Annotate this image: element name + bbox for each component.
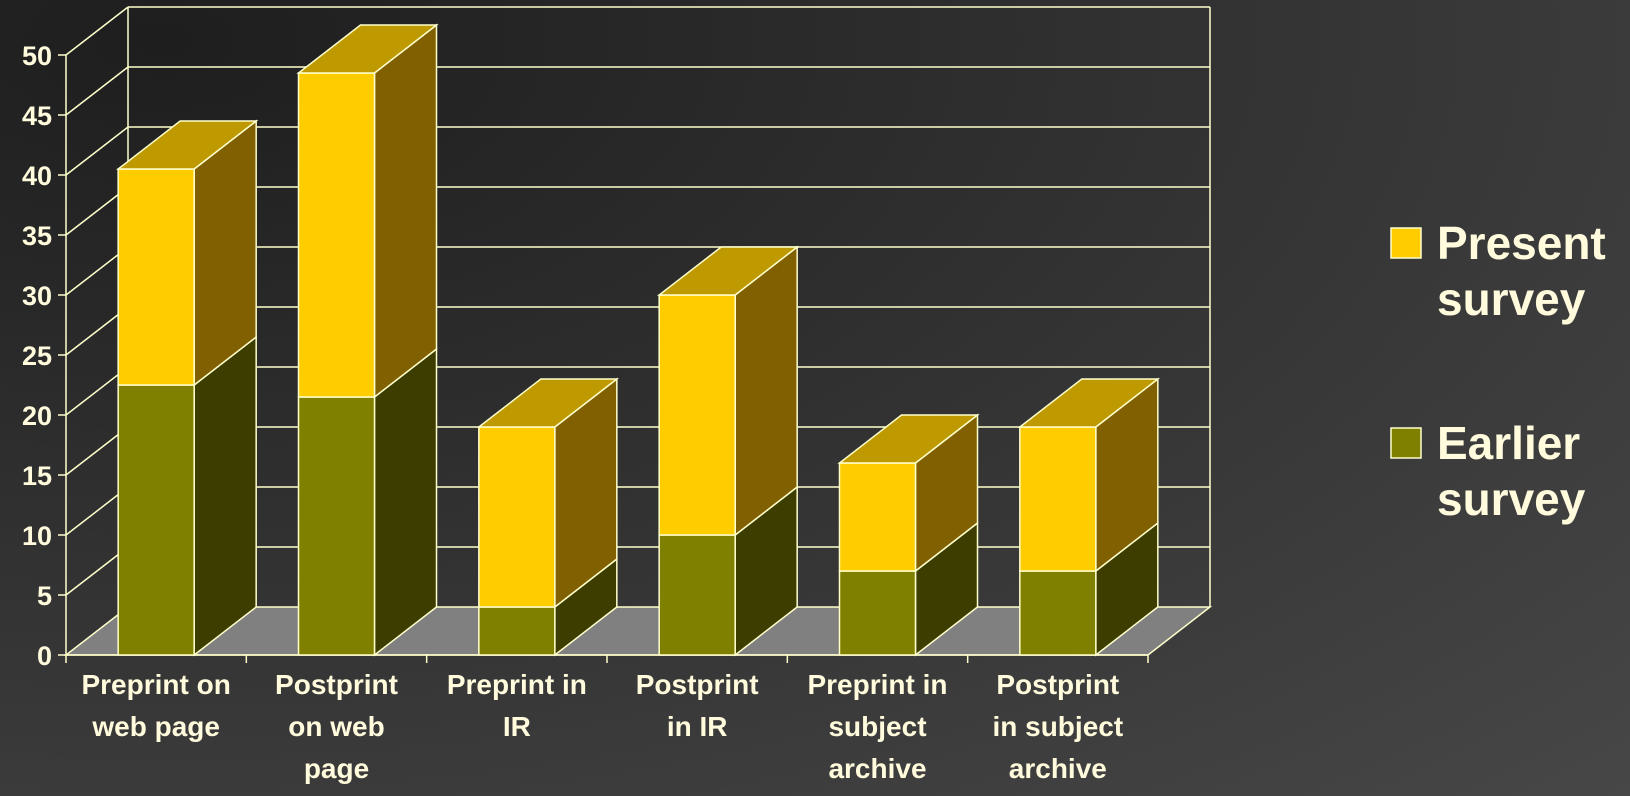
legend-label-line: survey bbox=[1437, 473, 1586, 525]
x-category-label-line: IR bbox=[503, 711, 531, 742]
y-tick-label: 40 bbox=[22, 161, 52, 191]
bar-segment-present bbox=[117, 168, 195, 386]
bar-group bbox=[476, 377, 620, 657]
bar-top bbox=[476, 378, 620, 428]
x-category-label-line: Postprint bbox=[996, 669, 1119, 700]
bar-group bbox=[656, 245, 800, 657]
x-category-label: Preprint in subject archive bbox=[807, 669, 947, 784]
x-category-label: Postprint in IR bbox=[636, 669, 759, 742]
y-tick-label: 30 bbox=[22, 281, 52, 311]
y-axis-ticks: 0 5 10 15 20 25 30 35 40 45 50 bbox=[22, 41, 52, 671]
legend-label-line: survey bbox=[1437, 273, 1586, 325]
bar-group bbox=[115, 119, 259, 657]
bar-side-earlier bbox=[193, 335, 257, 657]
bar-segment-earlier bbox=[1019, 570, 1097, 656]
x-category-label-line: in IR bbox=[667, 711, 728, 742]
bar-side-earlier bbox=[373, 347, 438, 657]
y-tick-label: 20 bbox=[22, 401, 52, 431]
x-category-label-line: on web bbox=[288, 711, 384, 742]
y-tick-label: 50 bbox=[22, 41, 52, 71]
legend-item: Earlier survey bbox=[1390, 417, 1586, 525]
side-gridline bbox=[65, 6, 129, 56]
x-category-label-line: in subject bbox=[992, 711, 1123, 742]
y-tick-label: 5 bbox=[37, 581, 52, 611]
legend-swatch bbox=[1390, 427, 1422, 459]
x-category-label-line: Postprint bbox=[275, 669, 398, 700]
legend-label-line: Present bbox=[1437, 217, 1606, 269]
legend-swatch bbox=[1390, 227, 1422, 259]
x-axis-labels: Preprint on web page Postprint on web page Pr… bbox=[81, 669, 1123, 784]
bar-segment-earlier bbox=[117, 384, 195, 656]
y-tick-label: 0 bbox=[37, 641, 52, 671]
x-category-label-line: archive bbox=[1009, 753, 1107, 784]
bar-segment-earlier bbox=[478, 606, 556, 656]
bar-segment-earlier bbox=[838, 570, 917, 656]
bar-segment-earlier bbox=[658, 534, 736, 656]
x-category-label: Preprint on web page bbox=[81, 669, 230, 742]
bar-top bbox=[837, 414, 980, 464]
x-category-label-line: Preprint in bbox=[807, 669, 947, 700]
bar-top bbox=[656, 246, 800, 296]
y-tick-label: 15 bbox=[22, 461, 52, 491]
side-gridline bbox=[65, 66, 129, 116]
bar-top bbox=[296, 24, 439, 74]
bar-segment-present bbox=[838, 462, 917, 572]
x-category-label: Postprint on web page bbox=[275, 669, 398, 784]
bar-segment-present bbox=[658, 294, 736, 536]
x-category-label-line: Postprint bbox=[636, 669, 759, 700]
x-category-label-line: archive bbox=[828, 753, 926, 784]
legend-item: Present survey bbox=[1390, 217, 1606, 325]
x-category-label-line: web page bbox=[91, 711, 220, 742]
bar-side-present bbox=[373, 23, 438, 399]
x-category-label: Postprint in subject archive bbox=[992, 669, 1123, 784]
legend-label: Present survey bbox=[1437, 217, 1606, 325]
bar-segment-present bbox=[297, 72, 376, 398]
y-tick-label: 35 bbox=[22, 221, 52, 251]
bar-group bbox=[837, 413, 980, 657]
legend-label: Earlier survey bbox=[1437, 417, 1586, 525]
y-tick-label: 10 bbox=[22, 521, 52, 551]
bars bbox=[115, 23, 1161, 657]
bar-segment-earlier bbox=[297, 396, 376, 656]
y-tick-label: 45 bbox=[22, 101, 52, 131]
bar-group bbox=[1017, 377, 1161, 657]
x-category-label-line: Preprint in bbox=[447, 669, 587, 700]
bar-group bbox=[296, 23, 439, 657]
x-category-label-line: page bbox=[304, 753, 369, 784]
side-gridline bbox=[65, 126, 129, 176]
bar-top bbox=[1017, 378, 1161, 428]
legend-label-line: Earlier bbox=[1437, 417, 1580, 469]
bar-segment-present bbox=[478, 426, 556, 608]
bar-top bbox=[115, 120, 259, 170]
x-category-label: Preprint in IR bbox=[447, 669, 587, 742]
y-tick-label: 25 bbox=[22, 341, 52, 371]
bar-side-present bbox=[734, 245, 798, 537]
bar-segment-present bbox=[1019, 426, 1097, 572]
x-category-label-line: Preprint on bbox=[81, 669, 230, 700]
x-category-label-line: subject bbox=[828, 711, 926, 742]
